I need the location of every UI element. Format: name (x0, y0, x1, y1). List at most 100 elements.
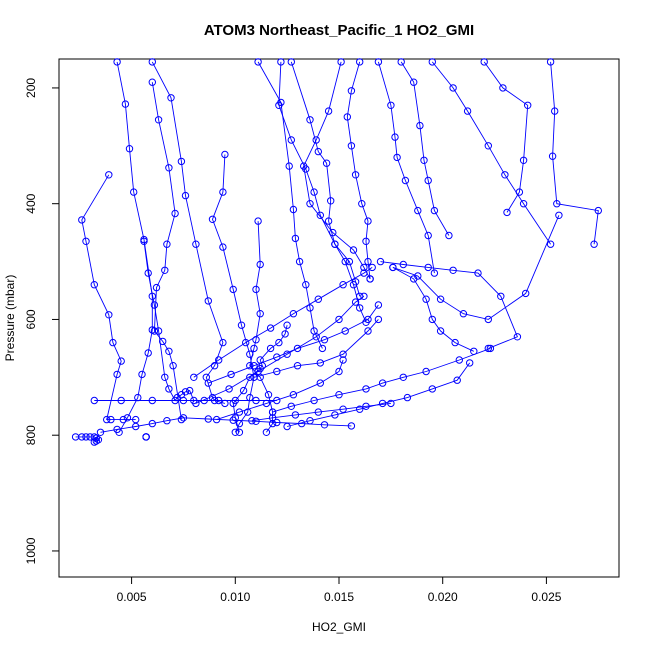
data-point (291, 234, 300, 243)
data-point (140, 237, 148, 246)
data-point (113, 425, 121, 434)
data-point (144, 269, 152, 277)
data-point (200, 396, 208, 405)
series-line (81, 174, 136, 421)
data-point (246, 373, 254, 381)
data-point (314, 295, 322, 303)
series-line (249, 221, 274, 433)
data-point (250, 344, 258, 353)
series-17 (480, 58, 532, 217)
series-27 (190, 263, 376, 381)
data-point (503, 208, 511, 217)
data-point (287, 136, 295, 144)
data-point (254, 58, 262, 66)
data-point (341, 257, 349, 266)
data-point (374, 58, 383, 66)
series-line (151, 82, 182, 420)
series-line (100, 417, 352, 433)
data-point (351, 171, 360, 179)
x-tick-label: 0.020 (428, 590, 458, 604)
data-point (335, 391, 343, 399)
data-point (165, 347, 173, 355)
series-15 (397, 58, 453, 240)
data-point (449, 84, 457, 92)
data-point (163, 417, 171, 425)
data-point (362, 385, 370, 393)
data-point (289, 205, 298, 214)
data-point (152, 283, 161, 292)
data-point (480, 58, 488, 66)
x-tick-label: 0.015 (324, 590, 354, 604)
data-point (335, 367, 343, 376)
data-point (287, 58, 295, 66)
data-point (268, 408, 277, 416)
data-point (343, 113, 351, 121)
y-tick-label: 400 (24, 193, 38, 213)
data-point (150, 327, 159, 335)
series-line (151, 61, 226, 404)
data-point (103, 415, 111, 424)
series-1 (78, 171, 140, 424)
data-point (231, 396, 240, 405)
data-point (548, 152, 557, 160)
data-point (378, 399, 387, 408)
series-line (216, 359, 344, 421)
data-point (219, 243, 227, 251)
data-point (275, 338, 283, 347)
y-tick-label: 1000 (24, 537, 38, 564)
x-axis-label: HO2_GMI (312, 620, 366, 634)
data-point (82, 237, 90, 246)
data-point (501, 171, 509, 179)
data-point (320, 421, 329, 429)
data-point (459, 310, 468, 318)
data-point (90, 281, 99, 289)
data-point (424, 176, 432, 185)
data-point (306, 304, 314, 312)
data-point (312, 136, 320, 144)
data-point (177, 157, 186, 166)
series-line (251, 402, 391, 422)
data-point (239, 386, 248, 395)
data-point (324, 107, 333, 115)
data-point (291, 411, 300, 419)
data-point (117, 357, 125, 365)
data-point (358, 200, 366, 208)
series-19 (389, 211, 563, 324)
data-point (356, 405, 364, 413)
x-tick-label: 0.010 (220, 590, 250, 604)
data-point (283, 422, 291, 431)
series-26 (204, 301, 383, 387)
series-line (431, 61, 551, 245)
data-point (513, 333, 522, 341)
data-point (266, 324, 275, 332)
data-point (339, 356, 347, 364)
data-point (327, 197, 335, 205)
series-line (392, 215, 560, 320)
data-point (256, 310, 264, 318)
data-point (401, 176, 410, 185)
data-point (320, 336, 329, 344)
data-point (105, 171, 113, 179)
data-point (356, 58, 364, 66)
series-line (116, 61, 153, 433)
series-7 (246, 217, 277, 436)
y-axis-label: Pressure (mbar) (3, 275, 17, 362)
data-point (154, 327, 163, 335)
data-point (161, 373, 169, 381)
data-point (393, 153, 401, 162)
data-point (314, 408, 322, 416)
series-14 (374, 58, 439, 277)
data-point (219, 188, 227, 196)
series-line (143, 241, 195, 402)
series-33 (142, 433, 150, 441)
series-18 (546, 58, 602, 248)
series-line (346, 61, 371, 279)
data-point (519, 156, 528, 165)
data-point (204, 379, 213, 387)
data-point (227, 370, 235, 379)
data-point (165, 385, 173, 393)
data-point (310, 188, 318, 196)
data-point (237, 321, 246, 329)
data-point (231, 414, 240, 422)
data-point (486, 344, 495, 353)
